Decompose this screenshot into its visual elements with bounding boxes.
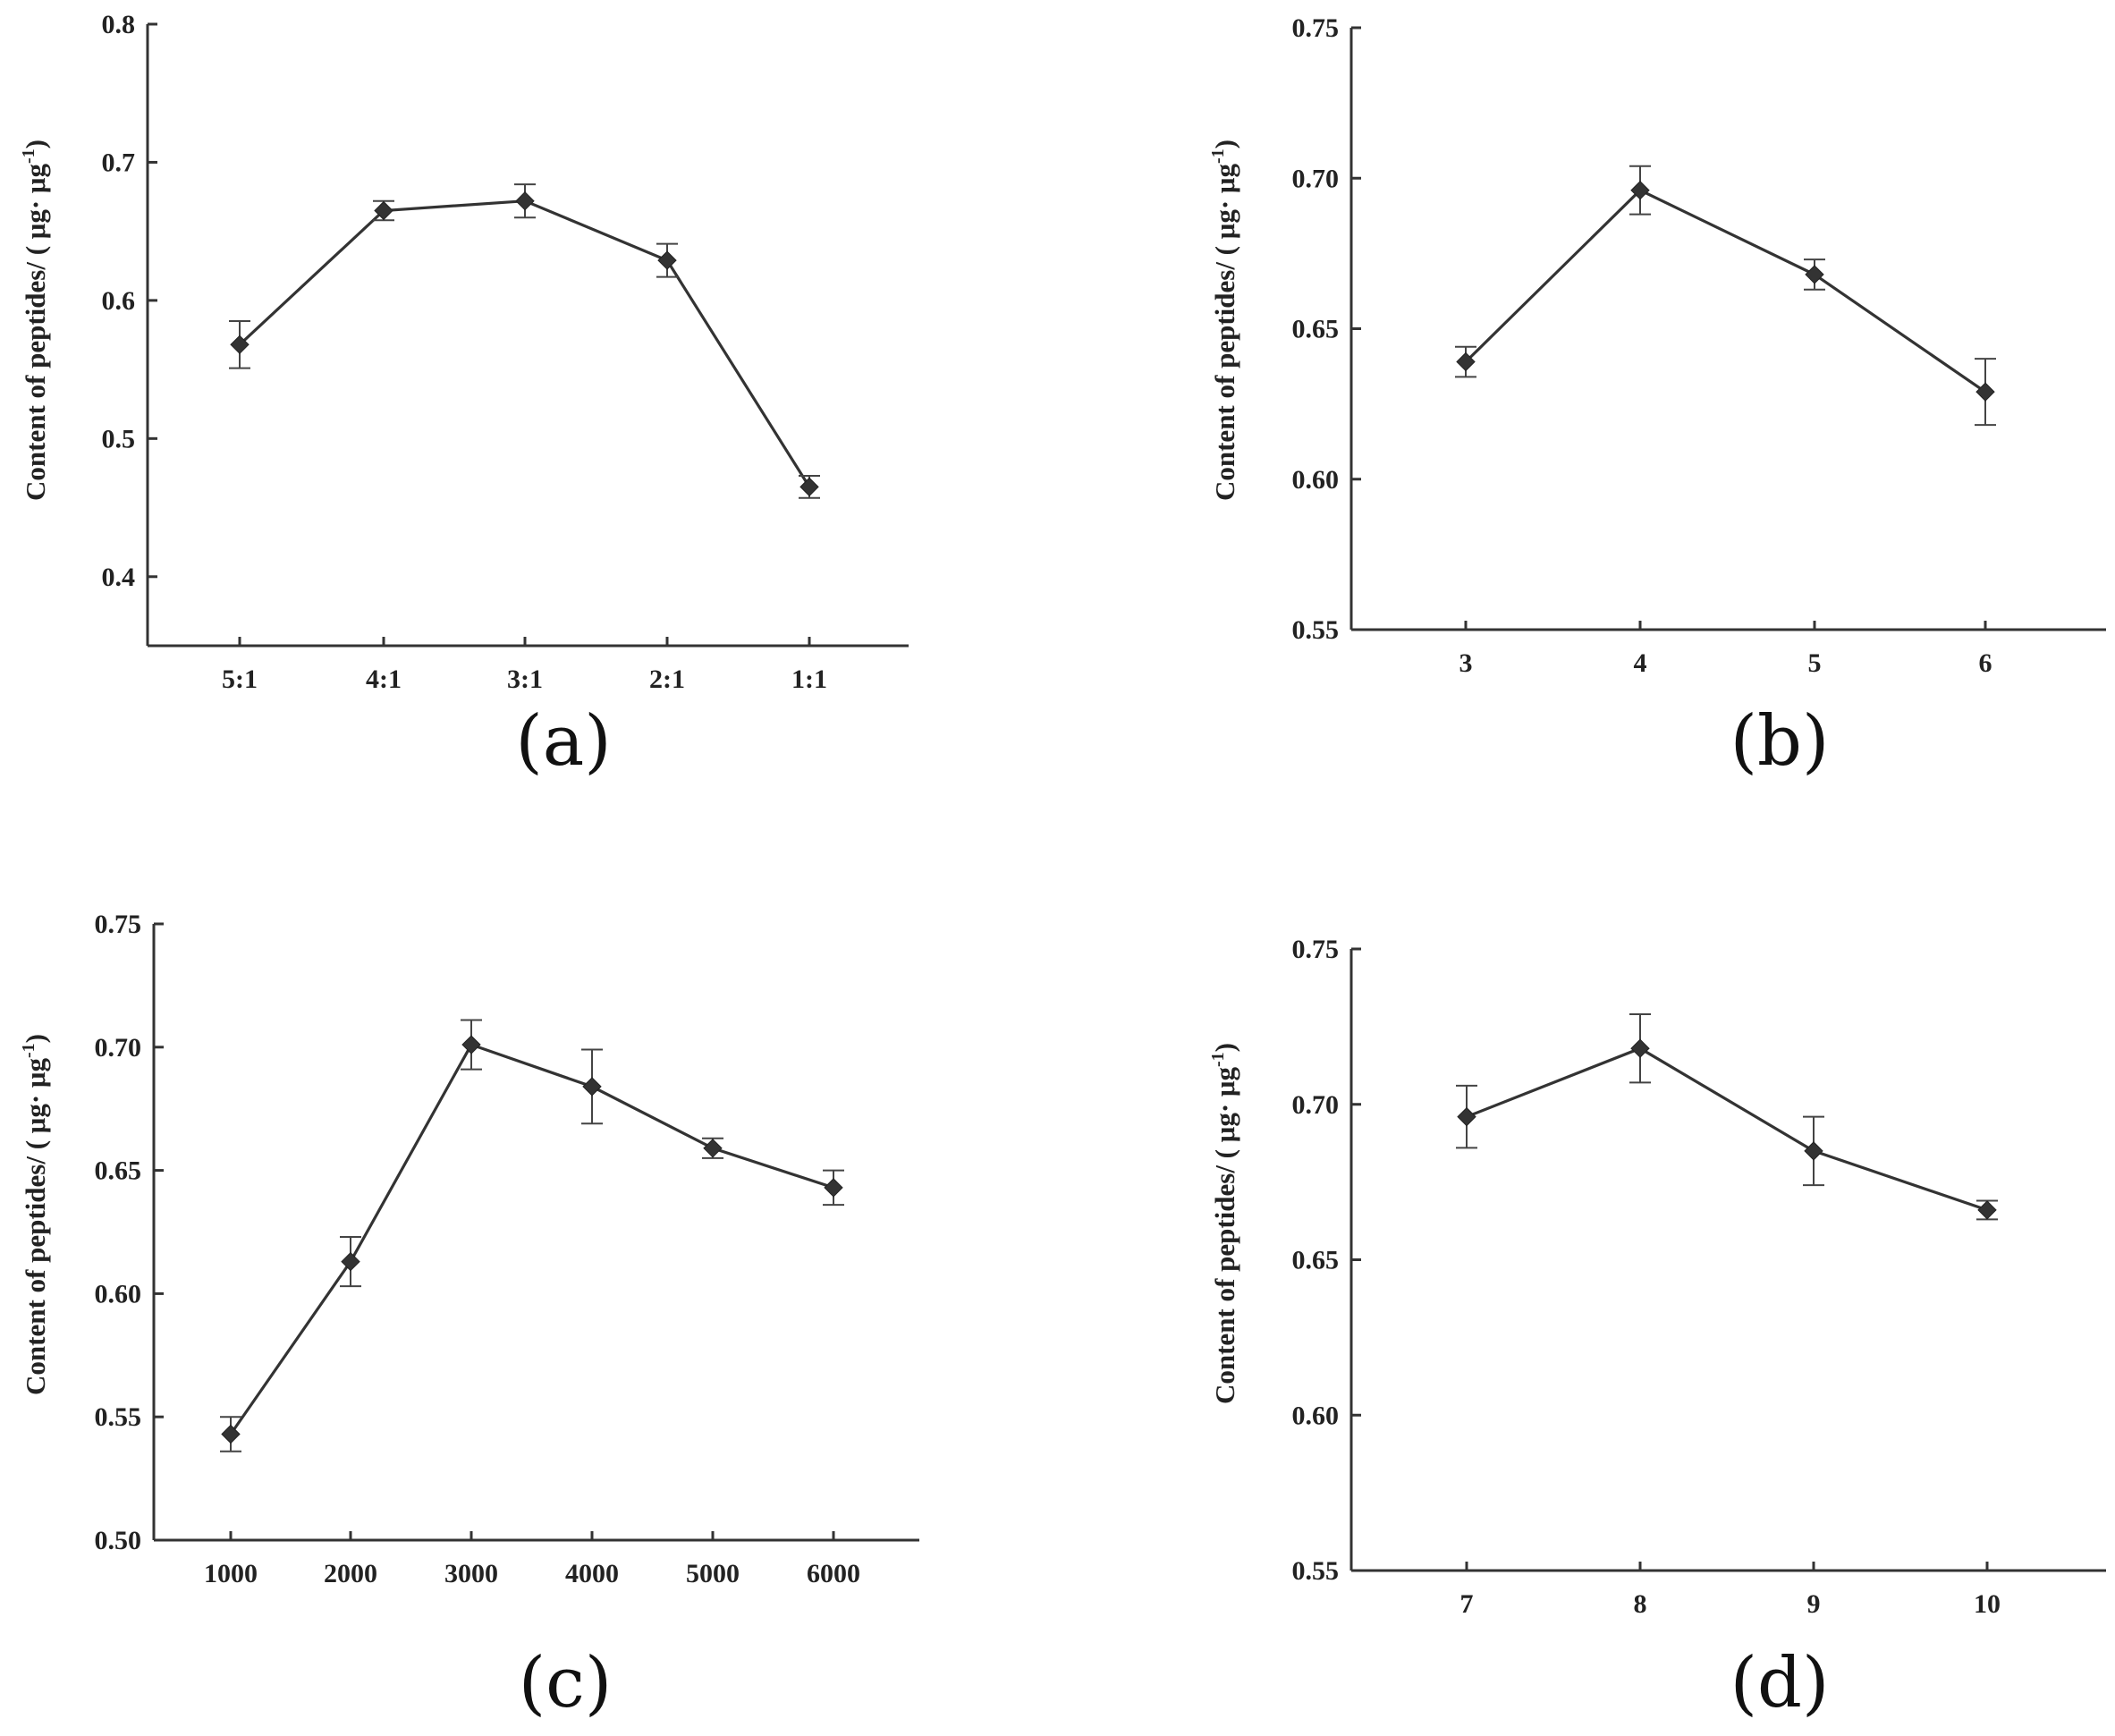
y-axis-title-main: Content of peptides/ ( μg· μg: [1209, 163, 1240, 501]
x-tick-label: 1000: [204, 1559, 258, 1588]
y-axis-title: Content of peptides/ ( μg· μg-1): [19, 1034, 51, 1395]
y-axis-title: Content of peptides/ ( μg· μg-1): [1208, 1043, 1240, 1404]
y-tick-label: 0.60: [95, 1279, 142, 1308]
y-axis-title-end: ): [20, 1034, 51, 1043]
y-tick-label: 0.60: [1292, 465, 1340, 495]
panel-label: (a): [515, 701, 611, 782]
data-point: [1630, 1038, 1650, 1058]
chart-panel-2: 0.55 0.60 0.65 0.70 0.75 3 4 5 6 Content of pepti…: [1208, 13, 2106, 782]
y-axis-title-sup: -1: [1208, 148, 1228, 164]
data-point: [1630, 181, 1650, 200]
data-point: [515, 191, 535, 211]
x-tick-label: 6: [1979, 648, 1992, 678]
data-point: [221, 1424, 241, 1444]
y-axis-title-end: ): [20, 140, 51, 148]
y-tick-label: 0.65: [1292, 1246, 1340, 1275]
data-point: [341, 1251, 360, 1272]
x-tick-label: 2000: [324, 1559, 377, 1588]
y-tick-label: 0.65: [1292, 315, 1340, 344]
x-tick-label: 4:1: [366, 665, 402, 694]
panel-label: (c): [519, 1643, 613, 1723]
y-axis-title: Content of peptides/ ( μg· μg-1): [19, 140, 51, 501]
panel-label: (b): [1730, 701, 1830, 782]
y-axis-title-end: ): [1209, 1043, 1240, 1052]
data-point: [1805, 265, 1824, 284]
y-tick-label: 0.75: [95, 910, 142, 939]
y-axis-title-sup: -1: [19, 148, 38, 164]
data-point: [1975, 382, 1995, 402]
x-tick-label: 3000: [444, 1559, 498, 1588]
data-point: [799, 477, 819, 497]
x-tick-label: 1:1: [791, 665, 827, 694]
series-line: [1466, 1046, 1988, 1212]
x-tick-label: 5: [1808, 648, 1822, 678]
panel-label: (d): [1730, 1643, 1830, 1723]
y-axis-title-sup: -1: [1208, 1052, 1228, 1067]
chart-panel-4: 0.55 0.60 0.65 0.70 0.75 7 8 9 10 Content of pept…: [1208, 935, 2106, 1723]
y-tick-label: 0.75: [1292, 935, 1340, 964]
data-point: [1456, 351, 1476, 372]
y-axis-title-end: ): [1209, 140, 1240, 148]
x-tick-label: 7: [1460, 1589, 1474, 1619]
x-tick-label: 5:1: [222, 665, 258, 694]
y-axis-title: Content of peptides/ ( μg· μg-1): [1208, 140, 1240, 501]
x-tick-label: 3: [1459, 648, 1473, 678]
x-tick-label: 10: [1974, 1589, 2001, 1619]
y-tick-label: 0.55: [1292, 615, 1340, 645]
y-tick-label: 0.55: [95, 1402, 142, 1432]
y-tick-label: 0.7: [102, 148, 136, 177]
y-tick-label: 0.75: [1292, 13, 1340, 43]
y-axis-title-main: Content of peptides/ ( μg· μg: [1209, 1066, 1240, 1404]
y-axis-title-main: Content of peptides/ ( μg· μg: [20, 163, 51, 501]
data-point: [1457, 1106, 1476, 1127]
y-tick-label: 0.70: [1292, 164, 1340, 193]
data-point: [703, 1139, 723, 1158]
data-point: [1804, 1141, 1823, 1161]
data-point: [461, 1035, 481, 1054]
x-tick-label: 9: [1807, 1589, 1821, 1619]
y-tick-label: 0.8: [102, 10, 136, 39]
y-tick-label: 0.55: [1292, 1556, 1340, 1586]
y-tick-label: 0.4: [102, 563, 136, 592]
x-tick-label: 3:1: [507, 665, 543, 694]
series-line: [229, 1043, 834, 1435]
y-axis-title-main: Content of peptides/ ( μg· μg: [20, 1057, 51, 1395]
y-tick-label: 0.60: [1292, 1401, 1340, 1430]
data-point: [824, 1178, 843, 1198]
data-point: [657, 250, 677, 270]
series-line: [238, 199, 811, 488]
data-point: [230, 334, 250, 355]
series-line: [1464, 188, 1986, 394]
chart-panel-3: 0.50 0.55 0.60 0.65 0.70 0.75 1000 2000 3000 4000…: [19, 910, 919, 1723]
x-tick-label: 4000: [565, 1559, 619, 1588]
chart-panel-1: 0.4 0.5 0.6 0.7 0.8 5:1 4:1 3:1 2:1 1:1 Content of…: [19, 10, 909, 782]
y-tick-label: 0.50: [95, 1526, 142, 1555]
y-tick-label: 0.65: [95, 1156, 142, 1186]
x-tick-label: 2:1: [649, 665, 685, 694]
data-point: [374, 200, 393, 221]
data-point: [1977, 1200, 1997, 1220]
y-tick-label: 0.70: [1292, 1090, 1340, 1120]
y-tick-label: 0.5: [102, 424, 136, 453]
y-axis-title-sup: -1: [19, 1043, 38, 1058]
data-point: [582, 1077, 602, 1097]
x-tick-label: 4: [1634, 648, 1647, 678]
x-tick-label: 8: [1634, 1589, 1647, 1619]
y-tick-label: 0.70: [95, 1033, 142, 1063]
y-tick-label: 0.6: [102, 286, 136, 316]
x-tick-label: 6000: [807, 1559, 860, 1588]
x-tick-label: 5000: [686, 1559, 740, 1588]
